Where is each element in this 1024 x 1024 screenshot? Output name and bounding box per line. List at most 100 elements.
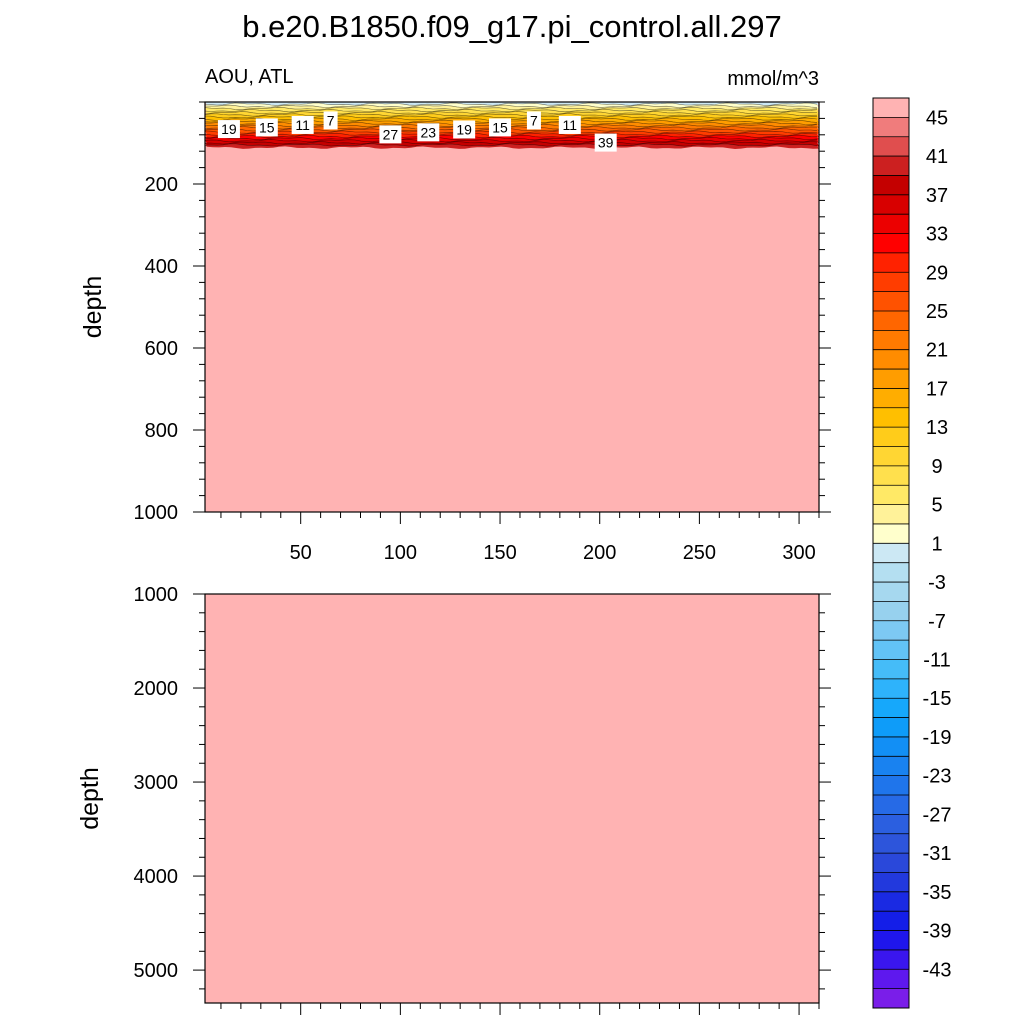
contour-label: 11: [563, 117, 578, 133]
contour-band: [205, 117, 819, 124]
contour-line: [205, 141, 818, 145]
colorbar-label: -23: [923, 766, 952, 788]
colorbar-label: 45: [926, 107, 948, 129]
x-tick-label: 50: [290, 542, 312, 564]
contour-label-bg: [379, 125, 402, 144]
y-tick-label: 4000: [134, 866, 179, 888]
x-tick-label: 100: [384, 542, 417, 564]
colorbar-segment: [873, 640, 909, 660]
colorbar-segment: [873, 562, 909, 583]
contour-label: 15: [259, 119, 275, 135]
colorbar-segment: [873, 872, 909, 893]
field-fill-lower: [205, 594, 819, 1003]
colorbar-segment: [873, 601, 909, 622]
contour-label-bg: [453, 120, 476, 139]
colorbar-segment: [873, 795, 909, 815]
contour-label-bg: [255, 118, 278, 137]
y-tick-label: 3000: [134, 772, 179, 794]
contour-label: 11: [295, 117, 310, 133]
y-tick-label: 2000: [134, 678, 179, 700]
y-tick-label: 800: [145, 420, 178, 442]
colorbar-segment: [873, 194, 909, 215]
colorbar-label: -7: [928, 611, 946, 633]
upper-plot-area: 19 15 11 7 27 23 19 15 7 11 39: [205, 102, 819, 512]
contour-band: [205, 115, 819, 121]
contour-label-bg: [417, 123, 440, 142]
y-tick-label: 600: [145, 338, 178, 360]
colorbar-label: 41: [926, 146, 948, 168]
x-tick-label: 250: [683, 542, 716, 564]
contour-line: [205, 143, 818, 147]
colorbar-segment: [873, 833, 909, 854]
colorbar-label: 17: [926, 378, 948, 400]
y-axis-label-upper: depth: [79, 276, 107, 339]
colorbar-segment: [873, 485, 909, 505]
contour-label-bg: [217, 120, 240, 139]
x-tick-label: 300: [782, 542, 815, 564]
colorbar-label: -27: [923, 804, 952, 826]
colorbar-label: 25: [926, 301, 948, 323]
colorbar-segment: [873, 543, 909, 563]
contour-label: 15: [492, 119, 508, 135]
upper-panel: 19 15 11 7 27 23 19 15 7 11 39 50 100 150 200 250 300 200…: [79, 101, 831, 564]
y-tick-label: 200: [145, 174, 178, 196]
colorbar-segment: [873, 252, 909, 273]
field-fill-upper: [205, 102, 819, 512]
contour-label-bg: [594, 133, 617, 152]
colorbar-label: -15: [923, 688, 952, 710]
contour-label-bg: [291, 115, 314, 134]
colorbar-segment: [873, 756, 909, 776]
contour-label: 39: [598, 135, 614, 151]
colorbar-segment: [873, 214, 909, 234]
contour-line: [205, 102, 818, 106]
contour-line: [205, 113, 818, 117]
colorbar-label: 9: [931, 456, 942, 478]
colorbar-label: -43: [923, 959, 952, 981]
contour-label-bg: [526, 111, 541, 130]
contour-line: [205, 139, 818, 143]
colorbar-segment: [873, 446, 909, 467]
units-subtitle: mmol/m^3: [727, 68, 819, 90]
colorbar-segment: [873, 930, 909, 951]
colorbar-segment: [873, 233, 909, 254]
colorbar-segment: [873, 911, 909, 931]
colorbar-segment: [873, 175, 909, 196]
colorbar-segment: [873, 349, 909, 370]
colorbar-segment: [873, 853, 909, 873]
colorbar-label: -19: [923, 727, 952, 749]
x-tick-label: 200: [583, 542, 616, 564]
colorbar-segment: [873, 582, 909, 602]
contour-band: [205, 143, 819, 149]
colorbar-label: 21: [926, 340, 948, 362]
colorbar-segment: [873, 156, 909, 176]
chart-title: b.e20.B1850.f09_g17.pi_control.all.297: [242, 9, 782, 44]
colorbar-segment: [873, 949, 909, 970]
colorbar-label: 5: [931, 495, 942, 517]
y-tick-label: 1000: [134, 584, 179, 606]
colorbar-label: 13: [926, 417, 948, 439]
colorbar-segment: [873, 136, 909, 157]
colorbar-segment: [873, 272, 909, 292]
colorbar-segment: [873, 678, 909, 699]
y-tick-label: 1000: [134, 502, 179, 524]
colorbar-label: 1: [931, 533, 942, 555]
contour-label: 27: [383, 126, 399, 142]
colorbar-segment: [873, 814, 909, 835]
colorbar-segment: [873, 988, 909, 1009]
colorbar-segment: [873, 427, 909, 447]
colorbar-segment: [873, 310, 909, 331]
contour-label: 7: [327, 112, 335, 128]
colorbar-segment: [873, 465, 909, 486]
colorbar-segment: [873, 117, 909, 138]
lower-frame: [204, 593, 820, 1004]
left-subtitle: AOU, ATL: [205, 66, 294, 88]
contour-line: [205, 111, 818, 115]
colorbar-segment: [873, 407, 909, 428]
colorbar-segment: [873, 330, 909, 351]
contour-line: [205, 136, 818, 141]
contour-band: [205, 133, 819, 139]
colorbar-segment: [873, 98, 909, 118]
colorbar-segment: [873, 698, 909, 718]
colorbar: 45 41 37 33 29 25 21 17 13 9 5 1 -3 -7 -11 -15 -19 -23 -27…: [872, 97, 952, 1009]
colorbar-segment: [873, 523, 909, 544]
